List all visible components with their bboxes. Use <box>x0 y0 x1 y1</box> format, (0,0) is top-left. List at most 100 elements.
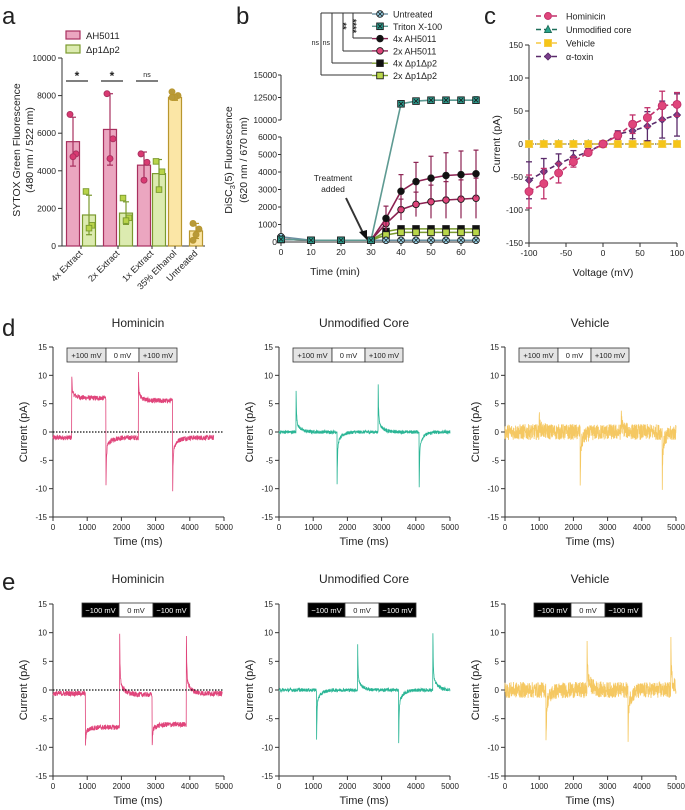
data-point <box>155 186 163 193</box>
x-axis-title: Time (ms) <box>339 536 388 548</box>
data-point <box>539 140 548 148</box>
x-tick-label: 4000 <box>181 523 199 532</box>
y-tick-label: 5 <box>43 657 48 666</box>
data-point <box>427 174 435 182</box>
data-point <box>442 171 450 180</box>
y-tick-label: -5 <box>266 456 274 465</box>
legend-marker <box>376 22 384 31</box>
y-tick-label: 5000 <box>258 150 277 160</box>
legend-label: Untreated <box>393 10 433 20</box>
y-tick-label: -5 <box>40 715 48 724</box>
chart-title: Unmodified Core <box>319 316 409 330</box>
current-trace <box>278 633 451 744</box>
y-tick-label: 15 <box>490 600 499 609</box>
data-point <box>672 99 682 109</box>
protocol-step-label: 0 mV <box>114 351 132 360</box>
y-axis-title: Current (pA) <box>18 402 30 463</box>
data-point <box>192 231 200 239</box>
data-point <box>442 236 450 244</box>
x-tick-label: 4000 <box>407 523 425 532</box>
y-axis-title-prefix: DiSC <box>223 189 235 214</box>
data-point <box>106 155 114 163</box>
legend-marker <box>543 52 553 61</box>
data-point <box>442 228 450 237</box>
y-axis-title-units: (480 nm / 522 nm) <box>24 107 36 193</box>
x-tick-label: 4000 <box>407 782 425 791</box>
legend-marker <box>544 39 552 47</box>
y-tick-label: -10 <box>35 485 47 494</box>
annotation-text: Treatment <box>314 173 353 183</box>
data-point <box>554 140 563 148</box>
protocol-step-label: −100 mV <box>311 606 341 615</box>
legend-label: Triton X-100 <box>393 22 442 32</box>
y-tick-label: -10 <box>487 743 499 752</box>
panel-label-a: a <box>2 3 16 30</box>
legend-swatch <box>65 44 81 54</box>
series-line <box>280 99 476 242</box>
y-tick-label: 150 <box>509 40 523 50</box>
data-point <box>277 235 285 244</box>
data-point <box>673 140 681 148</box>
y-axis-title-subscript: 3 <box>228 185 237 189</box>
protocol-step-label: −100 mV <box>608 606 638 615</box>
y-tick-label: -10 <box>487 485 499 494</box>
x-axis-title: Time (ms) <box>339 795 388 807</box>
y-tick-label: 10 <box>264 629 273 638</box>
data-point <box>82 188 90 195</box>
x-tick-label: 4x Extract <box>49 248 85 284</box>
x-tick-label: 2000 <box>339 523 357 532</box>
x-tick-label: 1000 <box>530 523 548 532</box>
annotation-arrow <box>345 197 365 236</box>
data-point <box>598 139 608 149</box>
data-point <box>85 224 93 232</box>
data-point <box>337 236 345 244</box>
legend-marker <box>544 12 552 20</box>
y-tick-label: 0 <box>495 428 500 437</box>
y-tick-label: 10 <box>264 371 273 380</box>
data-point <box>397 100 405 108</box>
data-point <box>137 150 145 158</box>
protocol-step-label: 0 mV <box>127 606 145 615</box>
data-point <box>568 157 578 167</box>
y-tick-label: 5 <box>269 657 274 666</box>
y-tick-label: -5 <box>492 715 500 724</box>
legend-label: Hominicin <box>566 12 606 22</box>
y-tick-label: 10000 <box>253 115 277 125</box>
significance-label: ns <box>323 40 331 47</box>
data-point <box>628 119 638 129</box>
y-tick-label: 50 <box>514 106 524 116</box>
protocol-step-label: +100 mV <box>369 351 399 360</box>
y-tick-label: -15 <box>487 772 499 781</box>
current-trace <box>278 384 451 488</box>
significance-label: ns <box>312 40 320 47</box>
data-point <box>457 236 465 244</box>
y-tick-label: 0 <box>518 139 523 149</box>
protocol-step-label: −100 mV <box>85 606 115 615</box>
y-tick-label: 8000 <box>37 91 56 101</box>
x-tick-label: 10 <box>306 247 316 257</box>
y-axis-title: Current (pA) <box>18 660 30 721</box>
protocol-step <box>604 602 643 618</box>
data-point <box>109 135 117 143</box>
x-tick-label: 1000 <box>304 523 322 532</box>
y-tick-label: -150 <box>506 238 523 248</box>
data-point <box>397 187 405 195</box>
data-point <box>554 168 564 178</box>
chart-title: Hominicin <box>112 316 165 330</box>
x-tick-label: 2000 <box>339 782 357 791</box>
data-point <box>158 168 166 175</box>
data-point <box>397 236 405 244</box>
protocol-step-label: −100 mV <box>156 606 186 615</box>
current-trace <box>52 633 223 746</box>
y-tick-label: 2000 <box>37 203 56 213</box>
protocol-step <box>364 347 404 363</box>
legend-marker <box>376 59 384 67</box>
chart-title: Vehicle <box>571 316 610 330</box>
protocol-step-label: 0 mV <box>566 351 584 360</box>
data-point <box>189 236 197 244</box>
data-point <box>152 158 160 165</box>
data-point <box>613 140 622 148</box>
x-tick-label: 0 <box>51 782 56 791</box>
legend-label: Vehicle <box>566 39 595 49</box>
y-tick-label: 15 <box>264 600 273 609</box>
